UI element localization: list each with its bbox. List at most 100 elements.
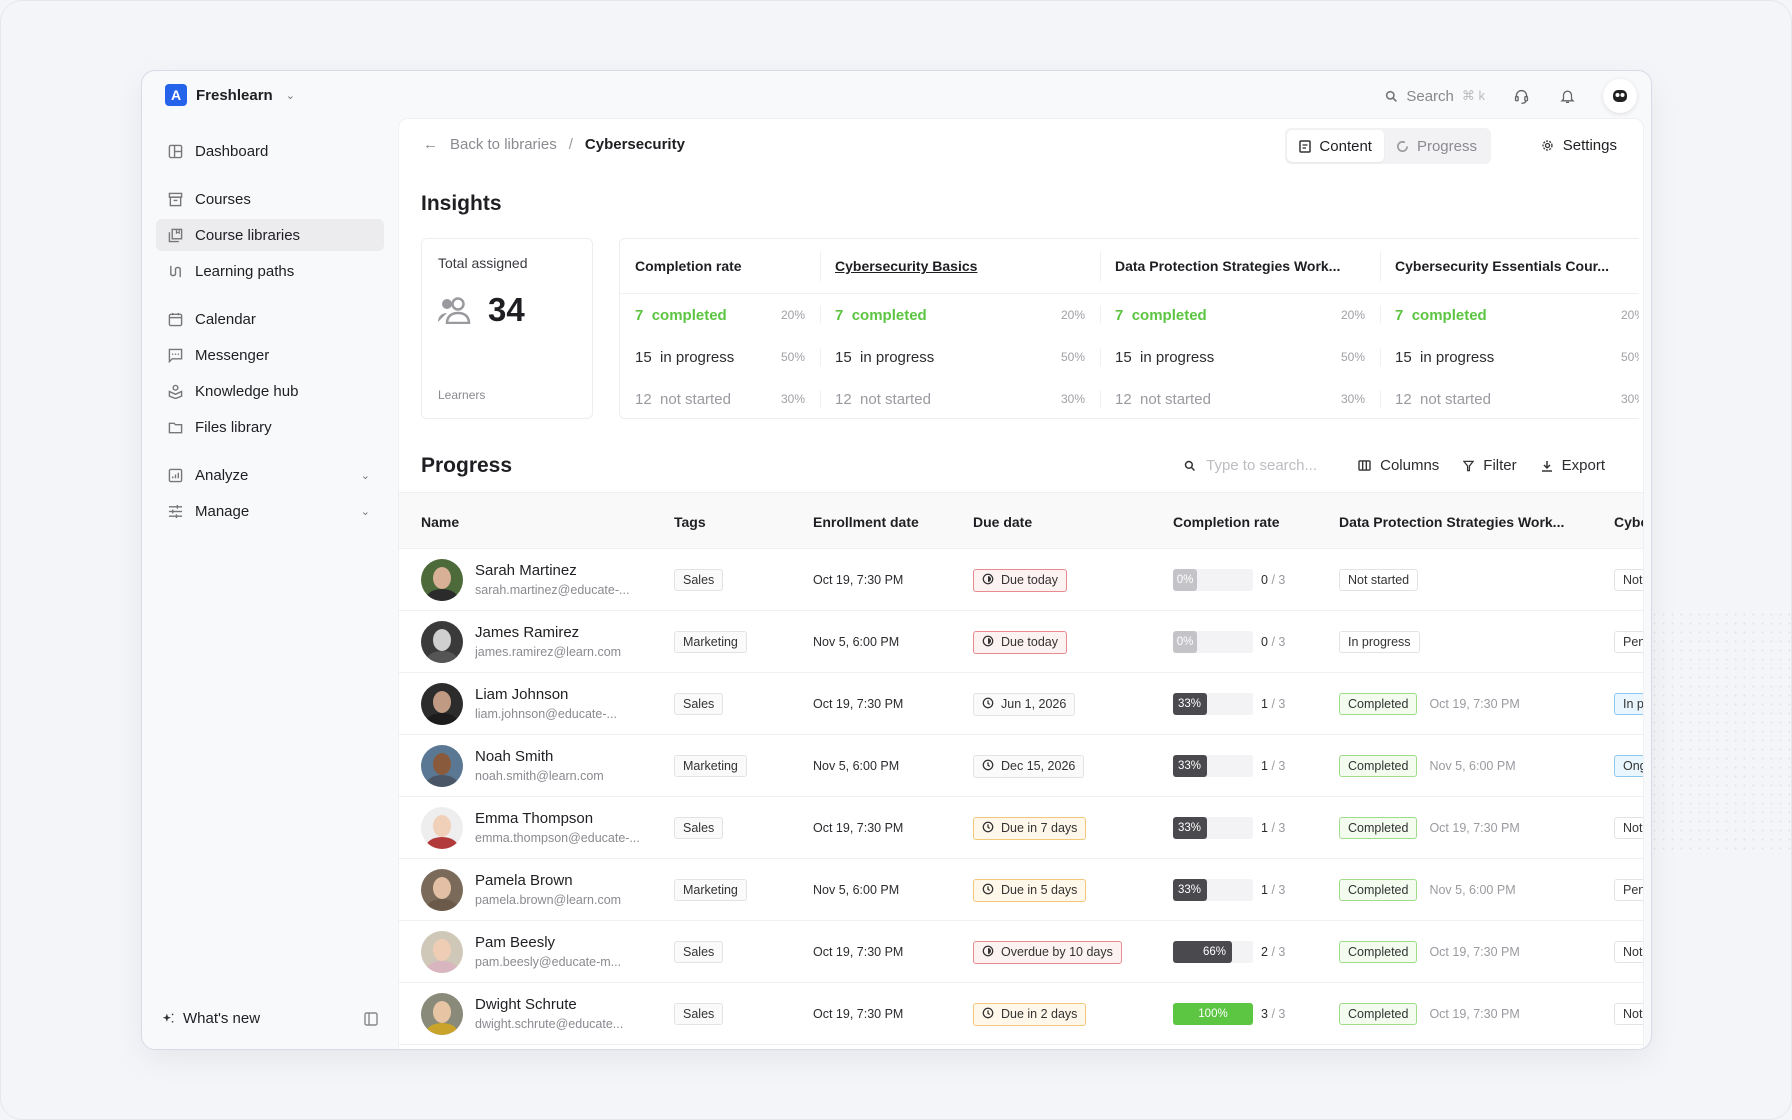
table-row[interactable]: Liam Johnson liam.johnson@educate-... Sa… — [399, 673, 1643, 735]
course-completed-date: Oct 19, 7:30 PM — [1429, 821, 1520, 835]
avatar — [421, 683, 463, 725]
sidebar-item-calendar[interactable]: Calendar — [156, 303, 384, 335]
sidebar: Dashboard Courses Course libraries Learn… — [142, 127, 392, 1049]
not-started-label: not started — [660, 390, 731, 408]
sidebar-item-messenger[interactable]: Messenger — [156, 339, 384, 371]
whats-new-link[interactable]: What's new — [162, 1010, 260, 1027]
learner-name: Pamela Brown — [475, 872, 573, 889]
not-started-count: 12 — [835, 390, 852, 408]
in-progress-label: in progress — [1140, 348, 1215, 366]
course-status-badge: Completed — [1339, 755, 1418, 777]
breadcrumb: ← Back to libraries / Cybersecurity — [423, 136, 685, 153]
columns-button[interactable]: Columns — [1358, 457, 1439, 474]
course-status-badge: Completed — [1339, 817, 1418, 839]
notifications-button[interactable] — [1557, 86, 1577, 106]
in-progress-label: in progress — [660, 348, 735, 366]
tag-badge: Sales — [674, 569, 724, 591]
course-status-badge: In p — [1614, 693, 1643, 715]
back-link[interactable]: ← Back to libraries — [423, 136, 557, 153]
global-search[interactable]: Search ⌘ k — [1385, 88, 1485, 105]
table-row[interactable]: Sarah Martinez sarah.martinez@educate-..… — [399, 549, 1643, 611]
not-started-pct: 30% — [780, 392, 805, 406]
search-label: Search — [1406, 87, 1454, 105]
download-icon — [1541, 460, 1552, 472]
chevron-down-icon: ⌄ — [285, 89, 295, 102]
table-row[interactable]: Dwight Schrute dwight.schrute@educate...… — [399, 983, 1643, 1045]
insights-heading: Insights — [421, 192, 502, 215]
completed-count: 7 — [635, 306, 644, 324]
tab-content[interactable]: Content — [1287, 130, 1384, 162]
completion-stats: Completion rate 7 completed 20% 15 in pro… — [619, 238, 1639, 419]
in-progress-count: 15 — [835, 348, 852, 366]
sidebar-item-files-library[interactable]: Files library — [156, 411, 384, 443]
sidebar-item-analyze[interactable]: Analyze ⌄ — [156, 459, 384, 491]
table-row[interactable]: Noah Smith noah.smith@learn.com Marketin… — [399, 735, 1643, 797]
table-search[interactable] — [1184, 457, 1334, 474]
course-link[interactable]: Cybersecurity Basics — [820, 239, 1100, 294]
export-label: Export — [1561, 457, 1605, 474]
in-progress-pct: 50% — [1060, 350, 1085, 364]
chart-icon — [168, 468, 183, 482]
table-row[interactable]: Pamela Brown pamela.brown@learn.com Mark… — [399, 859, 1643, 921]
in-progress-pct: 50% — [1340, 350, 1365, 364]
breadcrumb-separator: / — [568, 136, 573, 153]
completion-fraction: 1 / 3 — [1261, 759, 1286, 773]
table-row[interactable]: James Ramirez james.ramirez@learn.com Ma… — [399, 611, 1643, 673]
not-started-pct: 30% — [1620, 392, 1639, 406]
table-row[interactable]: Pam Beesly pam.beesly@educate-m... Sales… — [399, 921, 1643, 983]
enrollment-date: Nov 5, 6:00 PM — [813, 635, 900, 649]
column-header-data-protection[interactable]: Data Protection Strategies Work... — [1339, 493, 1599, 550]
sidebar-item-courses[interactable]: Courses — [156, 183, 384, 215]
columns-label: Columns — [1380, 457, 1440, 474]
sidebar-item-knowledge-hub[interactable]: Knowledge hub — [156, 375, 384, 407]
sidebar-item-label: Files library — [195, 418, 272, 436]
learner-email: noah.smith@learn.com — [475, 769, 604, 783]
course-status-badge: Pen — [1614, 631, 1643, 653]
column-header-tags[interactable]: Tags — [674, 493, 794, 550]
user-avatar[interactable] — [1603, 79, 1637, 113]
dashboard-icon — [168, 144, 183, 158]
export-button[interactable]: Export — [1541, 457, 1605, 474]
completion-fraction: 1 / 3 — [1261, 883, 1286, 897]
avatar — [421, 993, 463, 1035]
timer-alert-icon — [982, 573, 994, 584]
clock-icon — [982, 697, 994, 708]
column-header-enrollment-date[interactable]: Enrollment date — [813, 493, 963, 550]
workspace-switcher[interactable]: A Freshlearn ⌄ — [165, 84, 295, 106]
column-header-due-date[interactable]: Due date — [973, 493, 1143, 550]
table-row[interactable]: Emma Thompson emma.thompson@educate-... … — [399, 797, 1643, 859]
completion-fraction: 0 / 3 — [1261, 635, 1286, 649]
completion-bar-fill: 33% — [1173, 755, 1207, 777]
back-label: Back to libraries — [450, 136, 557, 153]
owl-avatar-icon — [1613, 90, 1627, 102]
due-date-label: Overdue by 10 days — [1001, 945, 1113, 959]
column-header-cybersecurity[interactable]: Cybe — [1614, 493, 1643, 550]
course-completed-date: Nov 5, 6:00 PM — [1429, 759, 1516, 773]
due-date-badge: Due in 2 days — [973, 1002, 1087, 1026]
collapse-sidebar-icon[interactable] — [363, 1011, 379, 1027]
bell-icon — [1559, 90, 1575, 104]
support-button[interactable] — [1511, 86, 1531, 106]
view-tabs: Content Progress — [1285, 128, 1491, 164]
due-date-badge: Due today — [973, 568, 1067, 592]
sidebar-item-course-libraries[interactable]: Course libraries — [156, 219, 384, 251]
sidebar-item-dashboard[interactable]: Dashboard — [156, 135, 384, 167]
course-status-badge: Ong — [1614, 755, 1643, 777]
enrollment-date: Nov 5, 6:00 PM — [813, 759, 900, 773]
enrollment-date: Nov 5, 6:00 PM — [813, 883, 900, 897]
column-header-completion-rate[interactable]: Completion rate — [1173, 493, 1323, 550]
gear-icon — [1542, 140, 1553, 151]
filter-button[interactable]: Filter — [1463, 457, 1517, 474]
headset-icon — [1514, 89, 1528, 104]
column-header-name[interactable]: Name — [421, 513, 460, 530]
sidebar-item-learning-paths[interactable]: Learning paths — [156, 255, 384, 287]
tag-badge: Marketing — [674, 879, 747, 901]
tab-progress[interactable]: Progress — [1384, 130, 1489, 162]
sidebar-item-manage[interactable]: Manage ⌄ — [156, 495, 384, 527]
settings-button[interactable]: Settings — [1541, 137, 1617, 154]
learner-email: liam.johnson@educate-... — [475, 707, 617, 721]
knowledge-icon — [168, 384, 183, 399]
timer-alert-icon — [982, 635, 994, 646]
completed-label: completed — [851, 306, 927, 324]
table-search-input[interactable] — [1206, 457, 1327, 474]
